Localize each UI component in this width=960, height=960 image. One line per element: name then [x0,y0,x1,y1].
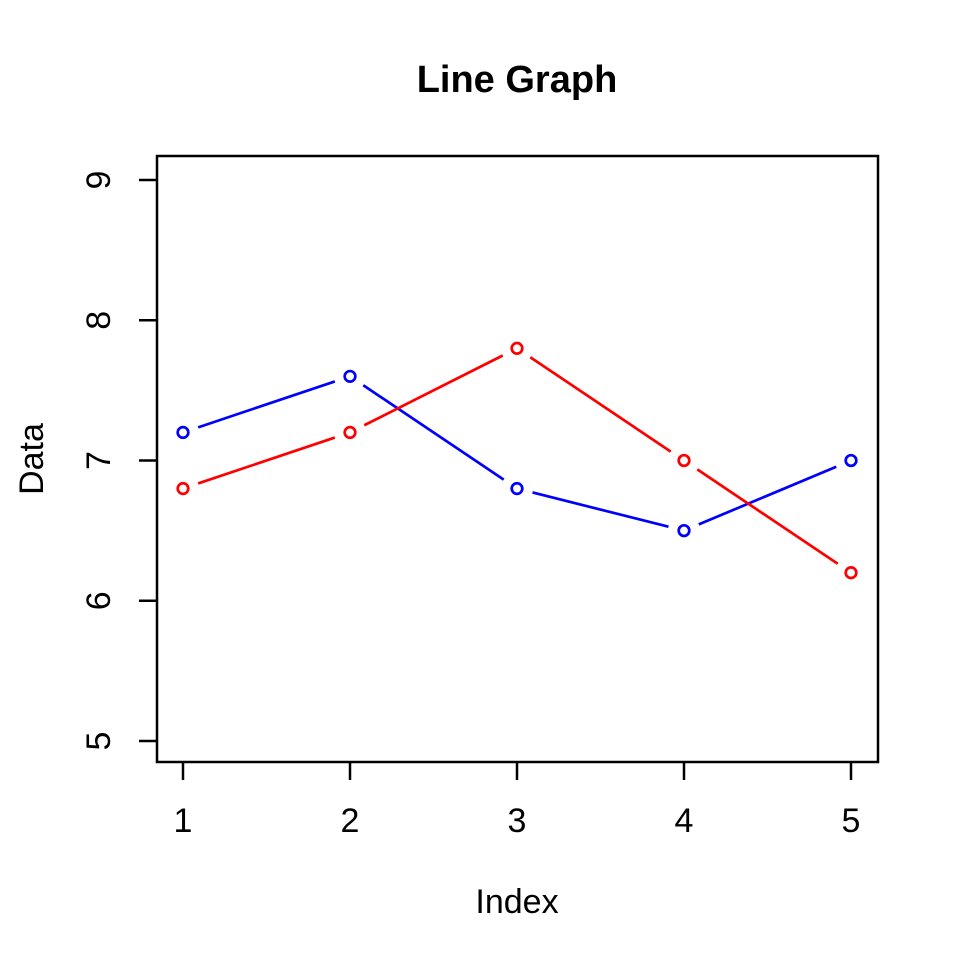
y-tick-label: 6 [80,591,118,610]
chart-title: Line Graph [417,59,618,101]
x-tick-label: 3 [508,802,527,840]
x-tick-label: 5 [842,802,861,840]
blue-series-segment [698,465,837,526]
y-tick-label: 8 [80,311,118,330]
blue-series-segment [532,491,669,529]
blue-series-point-marker [510,481,524,496]
red-series-segment [197,436,336,485]
red-series-segment [696,468,839,565]
x-tick-label: 2 [341,802,360,840]
y-tick-label: 7 [80,451,118,470]
y-tick-label: 5 [80,732,118,751]
blue-series-segment [362,384,505,481]
red-series-segment [363,354,504,427]
blue-series-point-marker [343,369,357,384]
blue-series-point-marker [677,523,691,538]
y-tick-label: 9 [80,171,118,190]
y-axis-label: Data [13,423,51,495]
red-series-segment [529,356,672,453]
red-series-point-marker [176,481,190,496]
red-series-point-marker [343,425,357,440]
plot-box [155,154,880,764]
plot-area: 1 2 3 4 5 5 6 7 8 9 [80,154,880,840]
blue-series-point-marker [844,453,858,468]
x-tick-label: 1 [174,802,193,840]
x-tick-label: 4 [675,802,694,840]
red-series-point-marker [844,566,858,580]
blue-series-segment [197,380,336,429]
blue-series-point-marker [176,425,190,440]
red-series-point-marker [677,453,691,468]
x-axis-label: Index [475,883,558,921]
red-series-point-marker [510,341,524,355]
